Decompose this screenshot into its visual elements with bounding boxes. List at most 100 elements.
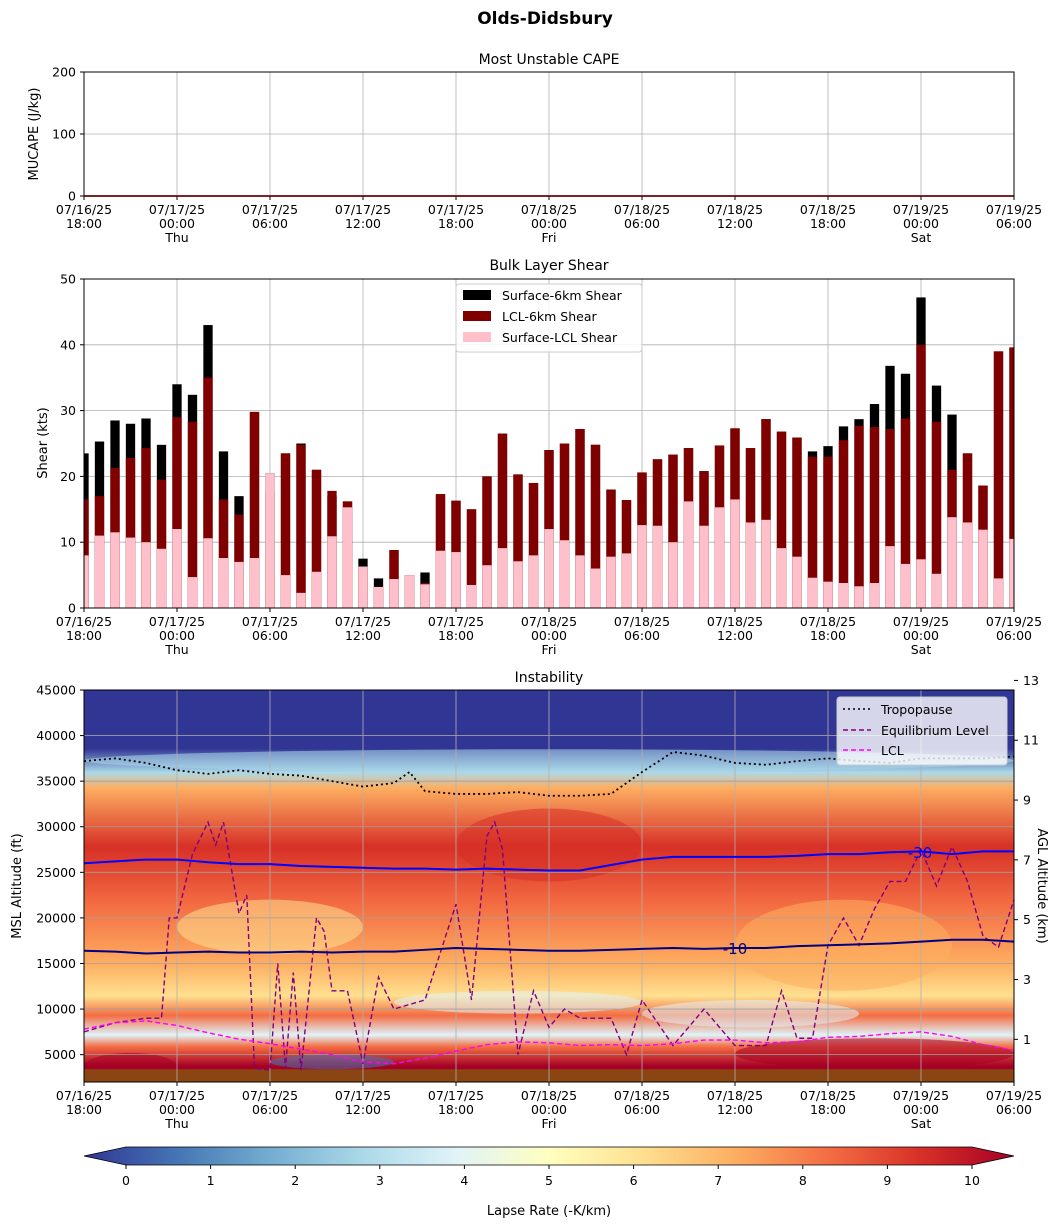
x-tick-date: 07/18/25 xyxy=(707,1088,763,1103)
y-tick-label: 0 xyxy=(68,189,76,204)
x-tick-date: 07/17/25 xyxy=(428,1088,484,1103)
x-tick-time: 12:00 xyxy=(345,216,381,231)
x-tick-time: 06:00 xyxy=(252,1102,288,1117)
x-tick-date: 07/19/25 xyxy=(986,1088,1042,1103)
shear-y-ticks: 0 10 20 30 40 50 xyxy=(60,272,84,616)
shear-title: Bulk Layer Shear xyxy=(489,258,608,274)
legend-swatch-lcl-6km xyxy=(463,311,491,321)
x-tick-date: 07/19/25 xyxy=(893,202,949,217)
x-tick-date: 07/18/25 xyxy=(521,614,577,629)
bar-lcl-6km xyxy=(84,499,89,608)
bar-lcl-6km xyxy=(869,427,880,608)
instability-y2label: AGL Altitude (km) xyxy=(1034,828,1049,943)
legend-swatch-surface-6km xyxy=(463,290,491,300)
x-tick-time: 12:00 xyxy=(717,216,753,231)
bar-surface-lcl xyxy=(962,522,973,608)
x-tick-time: 06:00 xyxy=(624,1102,660,1117)
cape-frame xyxy=(83,71,1015,197)
bar-lcl-6km xyxy=(575,429,585,608)
bar-surface-lcl xyxy=(110,532,120,608)
line--10 xyxy=(83,938,1015,955)
y2-tick-label: 11 xyxy=(1023,733,1039,748)
x-tick-time: 00:00 xyxy=(531,216,567,231)
x-tick-time: 18:00 xyxy=(438,1102,474,1117)
legend-label-tropopause: Tropopause xyxy=(880,702,953,717)
bar-surface-lcl xyxy=(1009,538,1014,608)
shear-x-ticks: 07/16/2518:0007/17/2500:00Thu07/17/2506:… xyxy=(56,608,1042,657)
bar-surface-lcl xyxy=(730,499,740,608)
bar-surface-lcl xyxy=(141,542,151,608)
x-tick-date: 07/17/25 xyxy=(149,202,205,217)
bar-lcl-6km xyxy=(203,377,213,608)
x-tick-day: Thu xyxy=(164,1116,188,1131)
bar-surface-lcl xyxy=(528,555,539,608)
bar-surface-lcl xyxy=(807,577,818,608)
x-tick-date: 07/18/25 xyxy=(707,614,763,629)
bar-lcl-6km xyxy=(249,411,260,608)
x-tick-time: 00:00 xyxy=(159,1102,195,1117)
bar-surface-lcl xyxy=(156,548,167,608)
bar-surface-lcl xyxy=(590,568,601,608)
x-tick-date: 07/17/25 xyxy=(335,1088,391,1103)
x-tick-time: 06:00 xyxy=(996,216,1032,231)
bar-lcl-6km xyxy=(823,456,833,608)
x-tick-day: Fri xyxy=(542,642,557,657)
x-tick-time: 00:00 xyxy=(159,628,195,643)
bar-surface-lcl xyxy=(947,517,957,608)
x-tick-time: 18:00 xyxy=(66,216,102,231)
x-tick-date: 07/16/25 xyxy=(56,202,112,217)
instability-y-ticks: 5000 10000 15000 20000 25000 30000 35000 40000 4… xyxy=(36,683,84,1062)
instability-panel: Instability MSL Altitude (ft) AGL Altitu… xyxy=(10,670,1049,1131)
colorbar-tick-label: 8 xyxy=(799,1173,807,1188)
instability-grid xyxy=(84,690,1014,1082)
bar-surface-lcl xyxy=(420,584,430,608)
x-tick-time: 18:00 xyxy=(438,216,474,231)
y-tick-label: 200 xyxy=(52,65,76,80)
x-tick-date: 07/19/25 xyxy=(986,614,1042,629)
x-tick-day: Sat xyxy=(911,642,932,657)
x-tick-date: 07/17/25 xyxy=(335,202,391,217)
bar-surface-lcl xyxy=(513,561,523,608)
bar-surface-lcl xyxy=(916,559,926,608)
x-tick-date: 07/19/25 xyxy=(893,614,949,629)
bar-surface-lcl xyxy=(265,473,275,608)
bar-surface-lcl xyxy=(373,586,384,608)
bar-lcl-6km xyxy=(807,456,818,608)
instability-legend: Tropopause Equilibrium Level LCL xyxy=(836,696,1008,766)
y-tick-label: 30 xyxy=(60,403,76,418)
bar-surface-lcl xyxy=(482,565,492,608)
x-tick-time: 18:00 xyxy=(66,1102,102,1117)
legend-swatch-surface-lcl xyxy=(463,332,491,342)
y-tick-label: 15000 xyxy=(36,956,76,971)
x-tick-day: Sat xyxy=(911,230,932,245)
bar-lcl-6km xyxy=(172,417,182,608)
y2-tick-label: 5 xyxy=(1023,912,1031,927)
bar-lcl-6km xyxy=(141,448,151,608)
bar-lcl-6km xyxy=(761,419,771,608)
heatmap-feature xyxy=(394,990,642,1014)
y-tick-label: 25000 xyxy=(36,865,76,880)
y-tick-label: 35000 xyxy=(36,774,76,789)
instability-legend-box xyxy=(836,696,1008,766)
x-tick-date: 07/17/25 xyxy=(242,614,298,629)
x-tick-date: 07/17/25 xyxy=(242,1088,298,1103)
bar-surface-lcl xyxy=(993,578,1004,608)
cape-grid xyxy=(84,72,1014,196)
legend-label-equilibrium: Equilibrium Level xyxy=(881,723,989,738)
bar-lcl-6km xyxy=(792,437,802,608)
bar-lcl-6km xyxy=(234,514,244,608)
x-tick-date: 07/18/25 xyxy=(614,1088,670,1103)
y-tick-label: 45000 xyxy=(36,683,76,698)
bar-surface-lcl xyxy=(296,592,306,608)
shear-legend-box xyxy=(455,283,643,353)
heatmap-feature xyxy=(642,999,859,1028)
colorbar-tick-label: 10 xyxy=(964,1173,980,1188)
bar-surface-lcl xyxy=(683,501,694,608)
bar-lcl-6km xyxy=(838,440,849,608)
bar-surface-lcl xyxy=(203,538,213,608)
y-tick-label: 20 xyxy=(60,469,76,484)
x-tick-time: 06:00 xyxy=(996,1102,1032,1117)
bar-lcl-6km xyxy=(916,344,926,608)
x-tick-day: Thu xyxy=(164,230,188,245)
